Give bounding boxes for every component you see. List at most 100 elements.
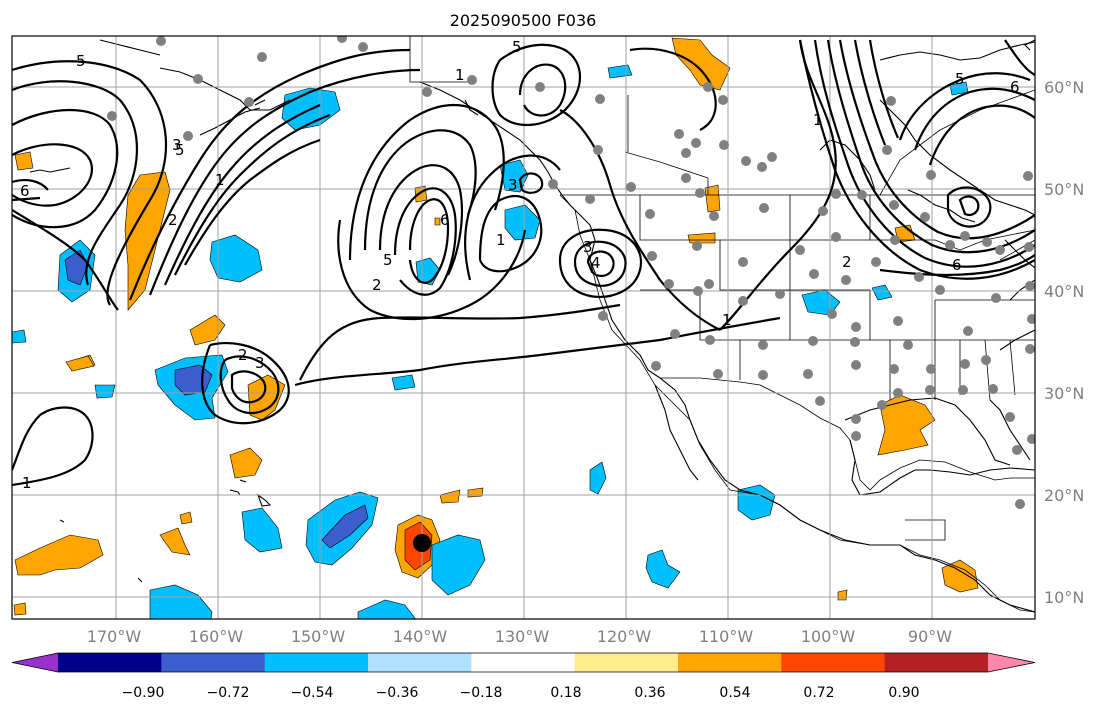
station-dot: [841, 275, 851, 285]
contour-label: 1: [722, 311, 732, 329]
colorbar-segment: [58, 653, 162, 672]
station-dot: [193, 74, 203, 84]
station-dot: [890, 235, 900, 245]
colorbar-outline: [11, 652, 1036, 673]
station-dot: [757, 162, 767, 172]
lon-label: 160°W: [189, 627, 244, 646]
colorbar-segment: [471, 653, 576, 672]
station-dot: [818, 206, 828, 216]
contour-label: 3: [172, 136, 182, 154]
station-dot: [851, 360, 861, 370]
station-dot: [920, 212, 930, 222]
lat-label: 20°N: [1044, 486, 1084, 505]
lon-label: 150°W: [291, 627, 346, 646]
station-dot: [681, 148, 691, 158]
station-dot: [851, 431, 861, 441]
station-dot: [1027, 434, 1035, 444]
station-dot: [548, 179, 558, 189]
station-dot: [1023, 171, 1033, 181]
station-dot: [886, 96, 896, 106]
graticule: [12, 36, 1035, 619]
contour-label: 6: [952, 256, 962, 274]
station-dot: [703, 82, 713, 92]
station-dot: [775, 289, 785, 299]
station-dot: [705, 335, 715, 345]
station-dot: [257, 52, 267, 62]
station-dot: [107, 111, 117, 121]
station-dot: [719, 140, 729, 150]
station-dot: [958, 385, 968, 395]
station-dot: [914, 272, 924, 282]
colorbar-segment: [884, 653, 989, 672]
colorbar-tick-label: −0.54: [291, 685, 334, 701]
map-frame: [11, 35, 1036, 620]
station-dot: [795, 245, 805, 255]
station-dot: [695, 188, 705, 198]
station-dot: [882, 145, 892, 155]
contour-label: 2: [372, 276, 382, 294]
station-dot: [585, 194, 595, 204]
station-dot: [945, 240, 955, 250]
station-dot: [1025, 281, 1035, 291]
colorbar: [11, 652, 1036, 673]
lon-label: 100°W: [801, 627, 856, 646]
station-dot: [767, 152, 777, 162]
colorbar-tick-label: −0.72: [207, 685, 250, 701]
contour-label: 1: [813, 111, 823, 129]
contour-label: 2: [842, 253, 852, 271]
station-dot: [877, 400, 887, 410]
lat-label: 10°N: [1044, 588, 1084, 607]
contour-label: 3: [508, 176, 518, 194]
station-dots: [107, 36, 1035, 509]
colorbar-segment: [264, 653, 369, 672]
station-dot: [598, 311, 608, 321]
station-dot: [982, 237, 992, 247]
colorbar-tick-label: −0.36: [376, 685, 419, 701]
colorbar-segment: [781, 653, 886, 672]
station-dot: [851, 322, 861, 332]
station-dot: [995, 245, 1005, 255]
station-dot: [758, 370, 768, 380]
contour-label: 5: [76, 52, 86, 70]
colorbar-tick-label: 0.90: [888, 685, 919, 701]
station-dot: [981, 355, 991, 365]
station-dot: [709, 211, 719, 221]
contour-label: 6: [1010, 78, 1020, 96]
colorbar-segment: [678, 653, 782, 672]
colorbar-extension-high: [988, 653, 1035, 672]
station-dot: [535, 82, 545, 92]
lat-label: 60°N: [1044, 78, 1084, 97]
storm-center-marker: [413, 534, 431, 552]
station-dot: [1012, 445, 1022, 455]
station-dot: [741, 156, 751, 166]
station-dot: [595, 94, 605, 104]
contour-lines: [12, 39, 1035, 487]
station-dot: [988, 384, 998, 394]
station-dot: [1027, 314, 1035, 324]
station-dot: [1024, 242, 1034, 252]
contour-label: 5: [955, 70, 965, 88]
contour-labels: 5 6 5 1 6 5 3 1 2 2 3 4 1 1 2 3 3 2 1 5 …: [20, 38, 1020, 492]
station-dot: [991, 293, 1001, 303]
station-dot: [244, 97, 254, 107]
contour-label: 3: [255, 354, 265, 372]
station-dot: [889, 200, 899, 210]
contour-label: 2: [168, 211, 178, 229]
lat-label: 50°N: [1044, 180, 1084, 199]
colorbar-tick-labels: −0.90 −0.72 −0.54 −0.36 −0.18 0.18 0.36 …: [122, 685, 920, 701]
station-dot: [903, 340, 913, 350]
station-dot: [1015, 499, 1025, 509]
station-dot: [831, 232, 841, 242]
colorbar-segment: [161, 653, 266, 672]
contour-label: 5: [383, 251, 393, 269]
station-dot: [704, 279, 714, 289]
lat-label: 30°N: [1044, 384, 1084, 403]
longitude-labels: 170°W 160°W 150°W 140°W 130°W 120°W 110°…: [87, 627, 952, 646]
station-dot: [467, 75, 477, 85]
colorbar-segment: [368, 653, 472, 672]
station-dot: [935, 285, 945, 295]
colorbar-tick-label: −0.90: [122, 685, 165, 701]
contour-label: 2: [238, 346, 248, 364]
station-dot: [889, 364, 899, 374]
station-dot: [893, 316, 903, 326]
